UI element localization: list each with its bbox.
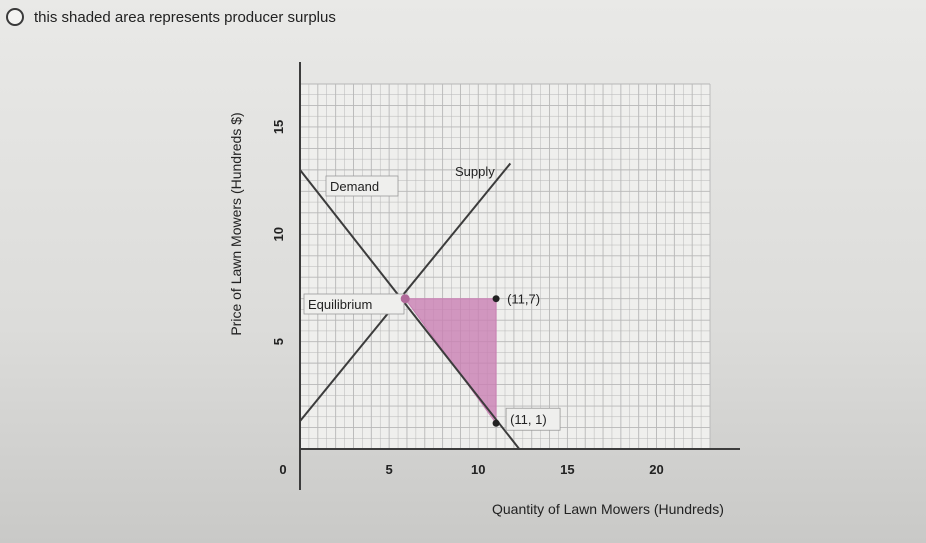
equilibrium-point <box>400 294 410 304</box>
x-axis-title: Quantity of Lawn Mowers (Hundreds) <box>492 501 724 517</box>
x-tick-label: 5 <box>386 462 393 477</box>
y-axis-title: Price of Lawn Mowers (Hundreds $) <box>228 112 244 335</box>
equilibrium-label: Equilibrium <box>308 297 372 312</box>
equilibrium-label-box <box>303 293 405 315</box>
y-tick-label: 10 <box>271 227 286 241</box>
x-tick-label: 10 <box>471 462 485 477</box>
supply-label: Supply <box>455 164 495 179</box>
demand-curve <box>299 169 521 450</box>
point-11-1-label-box <box>505 407 561 431</box>
answer-option-text: this shaded area represents producer sur… <box>34 8 336 26</box>
x-tick-label: 20 <box>649 462 663 477</box>
origin-tick-label: 0 <box>279 462 286 477</box>
answer-option[interactable]: this shaded area represents producer sur… <box>6 8 336 26</box>
point-11-1-label: (11, 1) <box>510 412 547 427</box>
supply-curve <box>299 162 512 422</box>
grid <box>299 83 711 450</box>
point-11-7-label: (11,7) <box>507 292 540 307</box>
point-11-7 <box>492 295 500 303</box>
demand-label: Demand <box>330 179 379 194</box>
x-tick-label: 15 <box>560 462 574 477</box>
point-11-1 <box>492 419 500 427</box>
y-tick-label: 15 <box>271 120 286 134</box>
y-tick-label: 5 <box>271 338 286 345</box>
radio-button[interactable] <box>6 8 24 26</box>
demand-label-box <box>325 175 399 197</box>
